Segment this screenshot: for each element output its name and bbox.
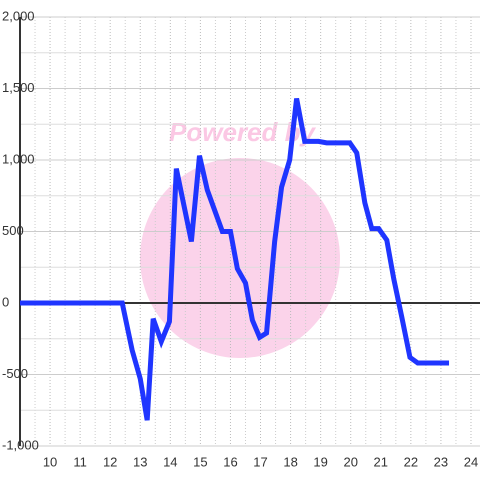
y-tick-label: 1,500 — [2, 80, 35, 95]
x-tick-label: 11 — [73, 454, 87, 469]
x-tick-label: 18 — [283, 454, 297, 469]
line-series — [20, 98, 450, 421]
x-tick-label: 21 — [374, 454, 388, 469]
x-tick-label: 12 — [103, 454, 117, 469]
y-tick-label: 1,000 — [2, 151, 35, 166]
x-tick-label: 23 — [434, 454, 448, 469]
x-tick-label: 19 — [313, 454, 327, 469]
watermark-logo — [140, 158, 340, 358]
x-tick-label: 15 — [193, 454, 207, 469]
x-tick-label: 20 — [343, 454, 357, 469]
x-tick-label: 22 — [404, 454, 418, 469]
y-tick-label: 500 — [2, 223, 24, 238]
y-tick-label: -500 — [2, 366, 28, 381]
x-tick-label: 10 — [43, 454, 57, 469]
x-tick-label: 24 — [464, 454, 478, 469]
x-tick-label: 13 — [133, 454, 147, 469]
x-tick-label: 17 — [253, 454, 267, 469]
y-tick-label: 2,000 — [2, 8, 35, 23]
x-tick-label: 16 — [223, 454, 237, 469]
x-tick-label: 14 — [163, 454, 177, 469]
y-tick-label: 0 — [2, 294, 9, 309]
